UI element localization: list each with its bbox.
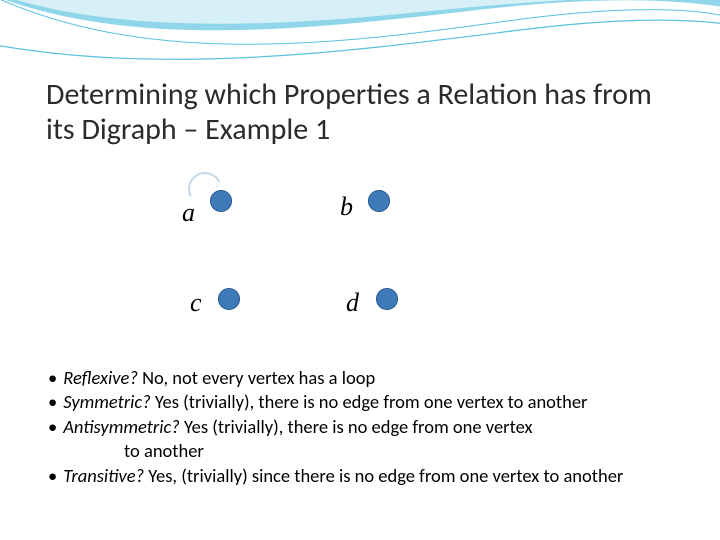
bullet-dot: •: [48, 390, 63, 413]
node-label-b: b: [340, 192, 353, 222]
bullet-dot: •: [48, 415, 63, 438]
bullet-dot: •: [48, 366, 63, 389]
bullet-question: Antisymmetric?: [63, 415, 180, 438]
bullet-reflexive: •Reflexive? No, not every vertex has a l…: [48, 366, 688, 390]
bullet-symmetric: •Symmetric? Yes (trivially), there is no…: [48, 390, 688, 414]
node-b: [368, 190, 390, 212]
bullet-answer: Yes (trivially), there is no edge from o…: [180, 415, 533, 438]
node-label-d: d: [346, 288, 359, 318]
node-c: [218, 288, 240, 310]
bullet-question: Transitive?: [63, 464, 144, 487]
node-label-a: a: [182, 198, 195, 228]
bullet-list: •Reflexive? No, not every vertex has a l…: [48, 366, 688, 488]
bullet-dot: •: [48, 464, 63, 487]
node-label-c: c: [190, 288, 202, 318]
bullet-antisymmetric: •Antisymmetric? Yes (trivially), there i…: [48, 415, 688, 439]
bullet-question: Reflexive?: [63, 366, 138, 389]
bullet-antisymmetric-cont: to another: [48, 439, 688, 463]
node-a: [210, 190, 232, 212]
bullet-question: Symmetric?: [63, 390, 150, 413]
bullet-answer: Yes, (trivially) since there is no edge …: [144, 464, 623, 487]
bullet-transitive: •Transitive? Yes, (trivially) since ther…: [48, 464, 688, 488]
node-d: [376, 288, 398, 310]
bullet-answer: No, not every vertex has a loop: [138, 366, 375, 389]
bullet-answer: Yes (trivially), there is no edge from o…: [151, 390, 588, 413]
